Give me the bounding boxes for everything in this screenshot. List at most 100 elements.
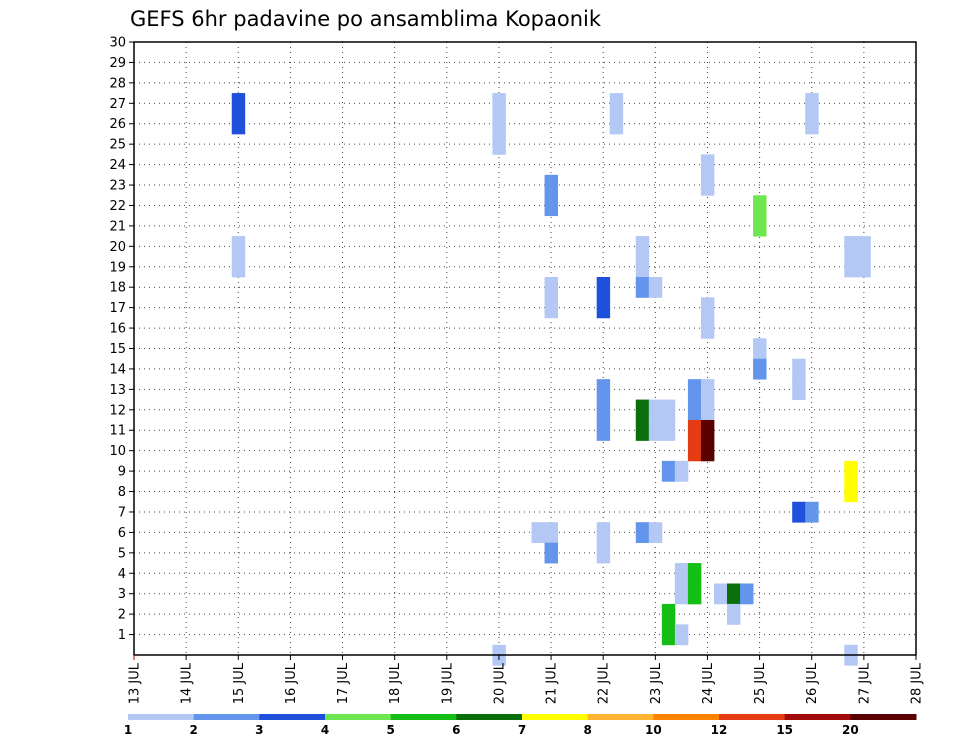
precipitation-cell — [727, 603, 741, 625]
legend-label: 6 — [452, 723, 460, 737]
y-tick-label: 29 — [109, 56, 126, 71]
y-tick-label: 4 — [118, 567, 126, 582]
precipitation-cell — [805, 93, 819, 114]
precipitation-cell — [609, 93, 624, 114]
legend-label: 4 — [321, 723, 329, 737]
legend-label: 3 — [255, 723, 263, 737]
precipitation-cell — [674, 563, 689, 584]
precipitation-cell — [713, 583, 728, 605]
legend-swatch — [784, 714, 851, 720]
precipitation-cell — [687, 440, 702, 462]
legend-label: 8 — [583, 723, 591, 737]
legend-label: 1 — [124, 723, 132, 737]
x-tick-label: 26 JUL — [805, 662, 820, 704]
precipitation-cell — [792, 379, 806, 400]
y-tick-label: 19 — [109, 260, 126, 275]
legend-label: 5 — [386, 723, 394, 737]
y-tick-label: 22 — [109, 199, 126, 214]
y-tick-label: 9 — [118, 465, 126, 480]
precipitation-cell — [544, 174, 558, 196]
legend-swatch — [259, 714, 326, 720]
y-tick-label: 16 — [109, 322, 126, 337]
y-tick-label: 12 — [109, 403, 126, 418]
legend-swatch — [719, 714, 786, 720]
legend-label: 12 — [711, 723, 728, 737]
precipitation-cell — [700, 297, 715, 319]
precipitation-cell — [661, 460, 676, 482]
legend-label: 7 — [518, 723, 526, 737]
precipitation-cell — [740, 583, 754, 605]
legend-label: 2 — [189, 723, 197, 737]
legend-label: 20 — [842, 723, 859, 737]
precipitation-cell — [492, 133, 506, 155]
y-tick-label: 30 — [109, 36, 126, 51]
precipitation-cell — [792, 501, 806, 523]
precipitation-cell — [596, 420, 611, 441]
y-tick-label: 10 — [109, 444, 126, 459]
precipitation-cell — [857, 256, 871, 278]
precipitation-cell — [753, 215, 767, 237]
x-tick-label: 24 JUL — [701, 662, 716, 704]
legend-swatch — [390, 714, 457, 720]
precipitation-cell — [596, 297, 611, 319]
x-tick-label: 20 JUL — [492, 662, 507, 704]
legend-swatch — [325, 714, 392, 720]
precipitation-cell — [805, 113, 819, 135]
precipitation-cell — [661, 420, 676, 441]
precipitation-cell — [844, 236, 858, 257]
precipitation-cell — [596, 379, 611, 400]
precipitation-cell — [674, 624, 689, 646]
precipitation-cell — [531, 522, 545, 544]
x-tick-label: 23 JUL — [649, 662, 664, 704]
precipitation-cell — [700, 420, 715, 441]
precipitation-cell — [727, 583, 741, 605]
precipitation-cell — [544, 276, 558, 298]
y-tick-label: 7 — [118, 505, 126, 520]
precipitation-cell — [700, 379, 715, 400]
precipitation-cell — [648, 420, 663, 441]
precipitation-cell — [700, 399, 715, 421]
color-legend: 1 2 3 4 5 6 7 8 10 12 15 20 — [124, 714, 917, 737]
legend-label: 15 — [776, 723, 793, 737]
y-tick-label: 18 — [109, 281, 126, 296]
y-tick-label: 5 — [118, 546, 126, 561]
precipitation-cell — [805, 501, 819, 523]
x-tick-label: 16 JUL — [284, 662, 299, 704]
precipitation-cell — [844, 256, 858, 278]
precipitation-cell — [648, 399, 663, 421]
precipitation-cell — [661, 399, 676, 421]
precipitation-cell — [700, 154, 715, 176]
precipitation-cell — [544, 297, 558, 319]
precipitation-cell — [753, 338, 767, 360]
x-tick-label: 13 JUL — [128, 662, 143, 704]
precipitation-cell — [687, 583, 702, 605]
precipitation-cell — [635, 420, 650, 441]
legend-swatch — [850, 714, 917, 720]
precipitation-cell — [844, 460, 858, 482]
y-tick-label: 1 — [118, 628, 126, 643]
precipitation-cell — [857, 236, 871, 257]
x-tick-label: 21 JUL — [545, 662, 560, 704]
y-tick-label: 13 — [109, 383, 126, 398]
precipitation-cell — [844, 481, 858, 503]
precipitation-cell — [231, 236, 246, 257]
precipitation-cell — [544, 195, 558, 217]
precipitation-cell — [661, 603, 676, 625]
precipitation-cell — [596, 542, 611, 564]
legend-swatch — [193, 714, 260, 720]
precipitation-cell — [687, 399, 702, 421]
precipitation-cell — [635, 236, 650, 257]
precipitation-cell — [687, 420, 702, 441]
y-tick-label: 15 — [109, 342, 126, 357]
precipitation-cell — [648, 276, 663, 298]
precipitation-cell — [544, 522, 558, 544]
y-tick-label: 14 — [109, 362, 126, 377]
y-tick-label: 2 — [118, 608, 126, 623]
y-tick-label: 25 — [109, 138, 126, 153]
precipitation-cell — [687, 563, 702, 584]
x-tick-label: 17 JUL — [336, 662, 351, 704]
legend-swatch — [522, 714, 589, 720]
y-tick-label: 28 — [109, 76, 126, 91]
y-tick-label: 11 — [109, 424, 126, 439]
y-tick-label: 24 — [109, 158, 126, 173]
